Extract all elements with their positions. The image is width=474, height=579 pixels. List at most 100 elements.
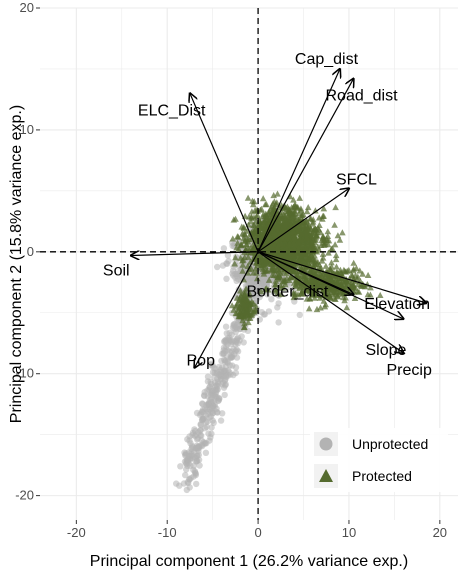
- point-protected: [306, 268, 313, 275]
- point-protected: [265, 236, 273, 243]
- point-protected: [291, 207, 299, 214]
- point-protected: [315, 280, 323, 287]
- point-protected: [276, 215, 284, 222]
- point-protected: [274, 289, 281, 296]
- point-unprotected: [228, 331, 235, 338]
- point-protected: [303, 208, 311, 215]
- loading-label-soil: Soil: [103, 263, 130, 280]
- point-unprotected: [192, 470, 199, 477]
- point-protected: [250, 214, 258, 221]
- point-unprotected: [177, 463, 184, 470]
- point-protected: [241, 324, 248, 331]
- point-protected: [265, 276, 273, 283]
- point-protected: [296, 194, 303, 201]
- point-protected: [312, 207, 319, 214]
- point-protected: [273, 221, 281, 228]
- legend-label-unprotected: Unprotected: [352, 436, 428, 452]
- point-protected: [319, 250, 327, 257]
- point-protected: [303, 217, 310, 224]
- point-protected: [228, 302, 236, 309]
- point-protected: [290, 228, 297, 235]
- point-protected: [356, 267, 364, 274]
- point-protected: [302, 287, 309, 294]
- point-protected: [250, 300, 257, 307]
- point-protected: [313, 305, 321, 313]
- point-unprotected: [222, 358, 229, 366]
- point-protected: [277, 270, 284, 277]
- point-protected: [328, 259, 335, 266]
- point-protected: [311, 269, 319, 276]
- point-protected: [300, 259, 308, 266]
- point-protected: [244, 194, 252, 201]
- point-protected: [305, 305, 313, 312]
- point-unprotected: [192, 458, 200, 465]
- point-protected: [240, 225, 248, 232]
- x-tick-label: -10: [158, 525, 177, 540]
- point-unprotected: [214, 368, 221, 376]
- point-protected: [279, 261, 286, 268]
- point-unprotected: [204, 373, 212, 380]
- point-protected: [291, 292, 299, 299]
- point-protected: [264, 286, 272, 293]
- point-protected: [320, 297, 328, 304]
- point-protected: [261, 260, 269, 267]
- point-protected: [231, 260, 238, 267]
- legend-marker-protected: [319, 469, 333, 482]
- loading-arrow-soil: [131, 252, 259, 256]
- point-unprotected: [223, 275, 230, 282]
- point-protected: [348, 271, 355, 278]
- point-protected: [257, 288, 265, 295]
- point-protected: [320, 205, 328, 212]
- point-unprotected: [199, 406, 207, 413]
- point-protected: [355, 288, 363, 295]
- x-tick-label: 0: [254, 525, 261, 540]
- point-unprotected: [226, 369, 233, 376]
- point-unprotected: [268, 296, 275, 303]
- point-protected: [293, 249, 301, 256]
- point-unprotected: [236, 337, 243, 344]
- point-unprotected: [214, 378, 221, 385]
- loading-arrow-slope: [257, 251, 403, 319]
- point-protected: [247, 218, 255, 225]
- point-protected: [234, 233, 242, 240]
- y-tick-label: 20: [20, 0, 34, 15]
- y-tick-label: -10: [15, 366, 34, 381]
- loading-label-cap-dist: Cap_dist: [295, 51, 359, 68]
- point-protected: [240, 256, 247, 263]
- point-protected: [248, 233, 256, 240]
- point-protected: [324, 232, 332, 239]
- point-protected: [283, 218, 291, 225]
- point-protected: [336, 236, 344, 243]
- point-protected: [253, 275, 261, 282]
- point-protected: [281, 212, 289, 219]
- point-protected: [239, 267, 246, 274]
- point-unprotected: [221, 391, 228, 399]
- point-unprotected: [220, 245, 228, 252]
- point-unprotected: [207, 392, 214, 399]
- loading-label-slope: Slope: [366, 342, 407, 359]
- point-unprotected: [191, 426, 198, 433]
- point-protected: [265, 210, 272, 217]
- point-unprotected: [210, 374, 218, 381]
- point-protected: [333, 263, 340, 270]
- point-protected: [271, 241, 278, 248]
- point-protected: [321, 303, 329, 310]
- point-protected: [240, 299, 247, 306]
- point-unprotected: [184, 456, 192, 463]
- loading-arrow-cap-dist: [257, 69, 340, 253]
- point-protected: [274, 244, 281, 251]
- point-unprotected: [208, 399, 215, 406]
- point-protected: [307, 215, 315, 222]
- point-unprotected: [197, 421, 204, 429]
- point-protected: [333, 269, 341, 276]
- point-protected: [245, 213, 253, 220]
- point-protected: [263, 267, 271, 274]
- point-protected: [285, 205, 292, 212]
- point-protected: [268, 263, 276, 270]
- point-protected: [332, 256, 340, 263]
- point-protected: [320, 241, 328, 248]
- point-protected: [332, 252, 340, 259]
- point-unprotected: [184, 479, 191, 486]
- point-protected: [245, 319, 252, 326]
- loading-arrow-elc-dist: [190, 93, 259, 253]
